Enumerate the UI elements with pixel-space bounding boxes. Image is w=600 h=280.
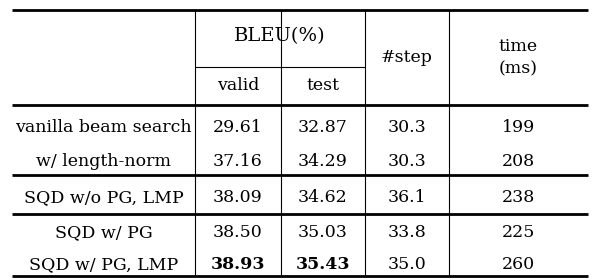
Text: 225: 225 — [502, 225, 535, 241]
Text: time
(ms): time (ms) — [499, 38, 538, 77]
Text: SQD w/ PG, LMP: SQD w/ PG, LMP — [29, 256, 178, 273]
Text: 34.62: 34.62 — [298, 189, 347, 206]
Text: 32.87: 32.87 — [298, 119, 348, 136]
Text: 35.0: 35.0 — [388, 256, 426, 273]
Text: 29.61: 29.61 — [213, 119, 263, 136]
Text: 30.3: 30.3 — [388, 119, 426, 136]
Text: BLEU(%): BLEU(%) — [234, 27, 326, 45]
Text: 34.29: 34.29 — [298, 153, 348, 169]
Text: 33.8: 33.8 — [388, 225, 426, 241]
Text: 30.3: 30.3 — [388, 153, 426, 169]
Text: 208: 208 — [502, 153, 535, 169]
Text: #step: #step — [381, 49, 433, 66]
Text: 260: 260 — [502, 256, 535, 273]
Text: 199: 199 — [502, 119, 535, 136]
Text: 36.1: 36.1 — [388, 189, 426, 206]
Text: w/ length-norm: w/ length-norm — [36, 153, 171, 169]
Text: 38.09: 38.09 — [213, 189, 263, 206]
Text: 35.03: 35.03 — [298, 225, 348, 241]
Text: valid: valid — [217, 77, 259, 94]
Text: 38.93: 38.93 — [211, 256, 265, 273]
Text: 38.50: 38.50 — [213, 225, 263, 241]
Text: 35.43: 35.43 — [296, 256, 350, 273]
Text: 238: 238 — [502, 189, 535, 206]
Text: SQD w/ PG: SQD w/ PG — [55, 225, 152, 241]
Text: vanilla beam search: vanilla beam search — [15, 119, 192, 136]
Text: 37.16: 37.16 — [213, 153, 263, 169]
Text: SQD w/o PG, LMP: SQD w/o PG, LMP — [23, 189, 184, 206]
Text: test: test — [307, 77, 340, 94]
